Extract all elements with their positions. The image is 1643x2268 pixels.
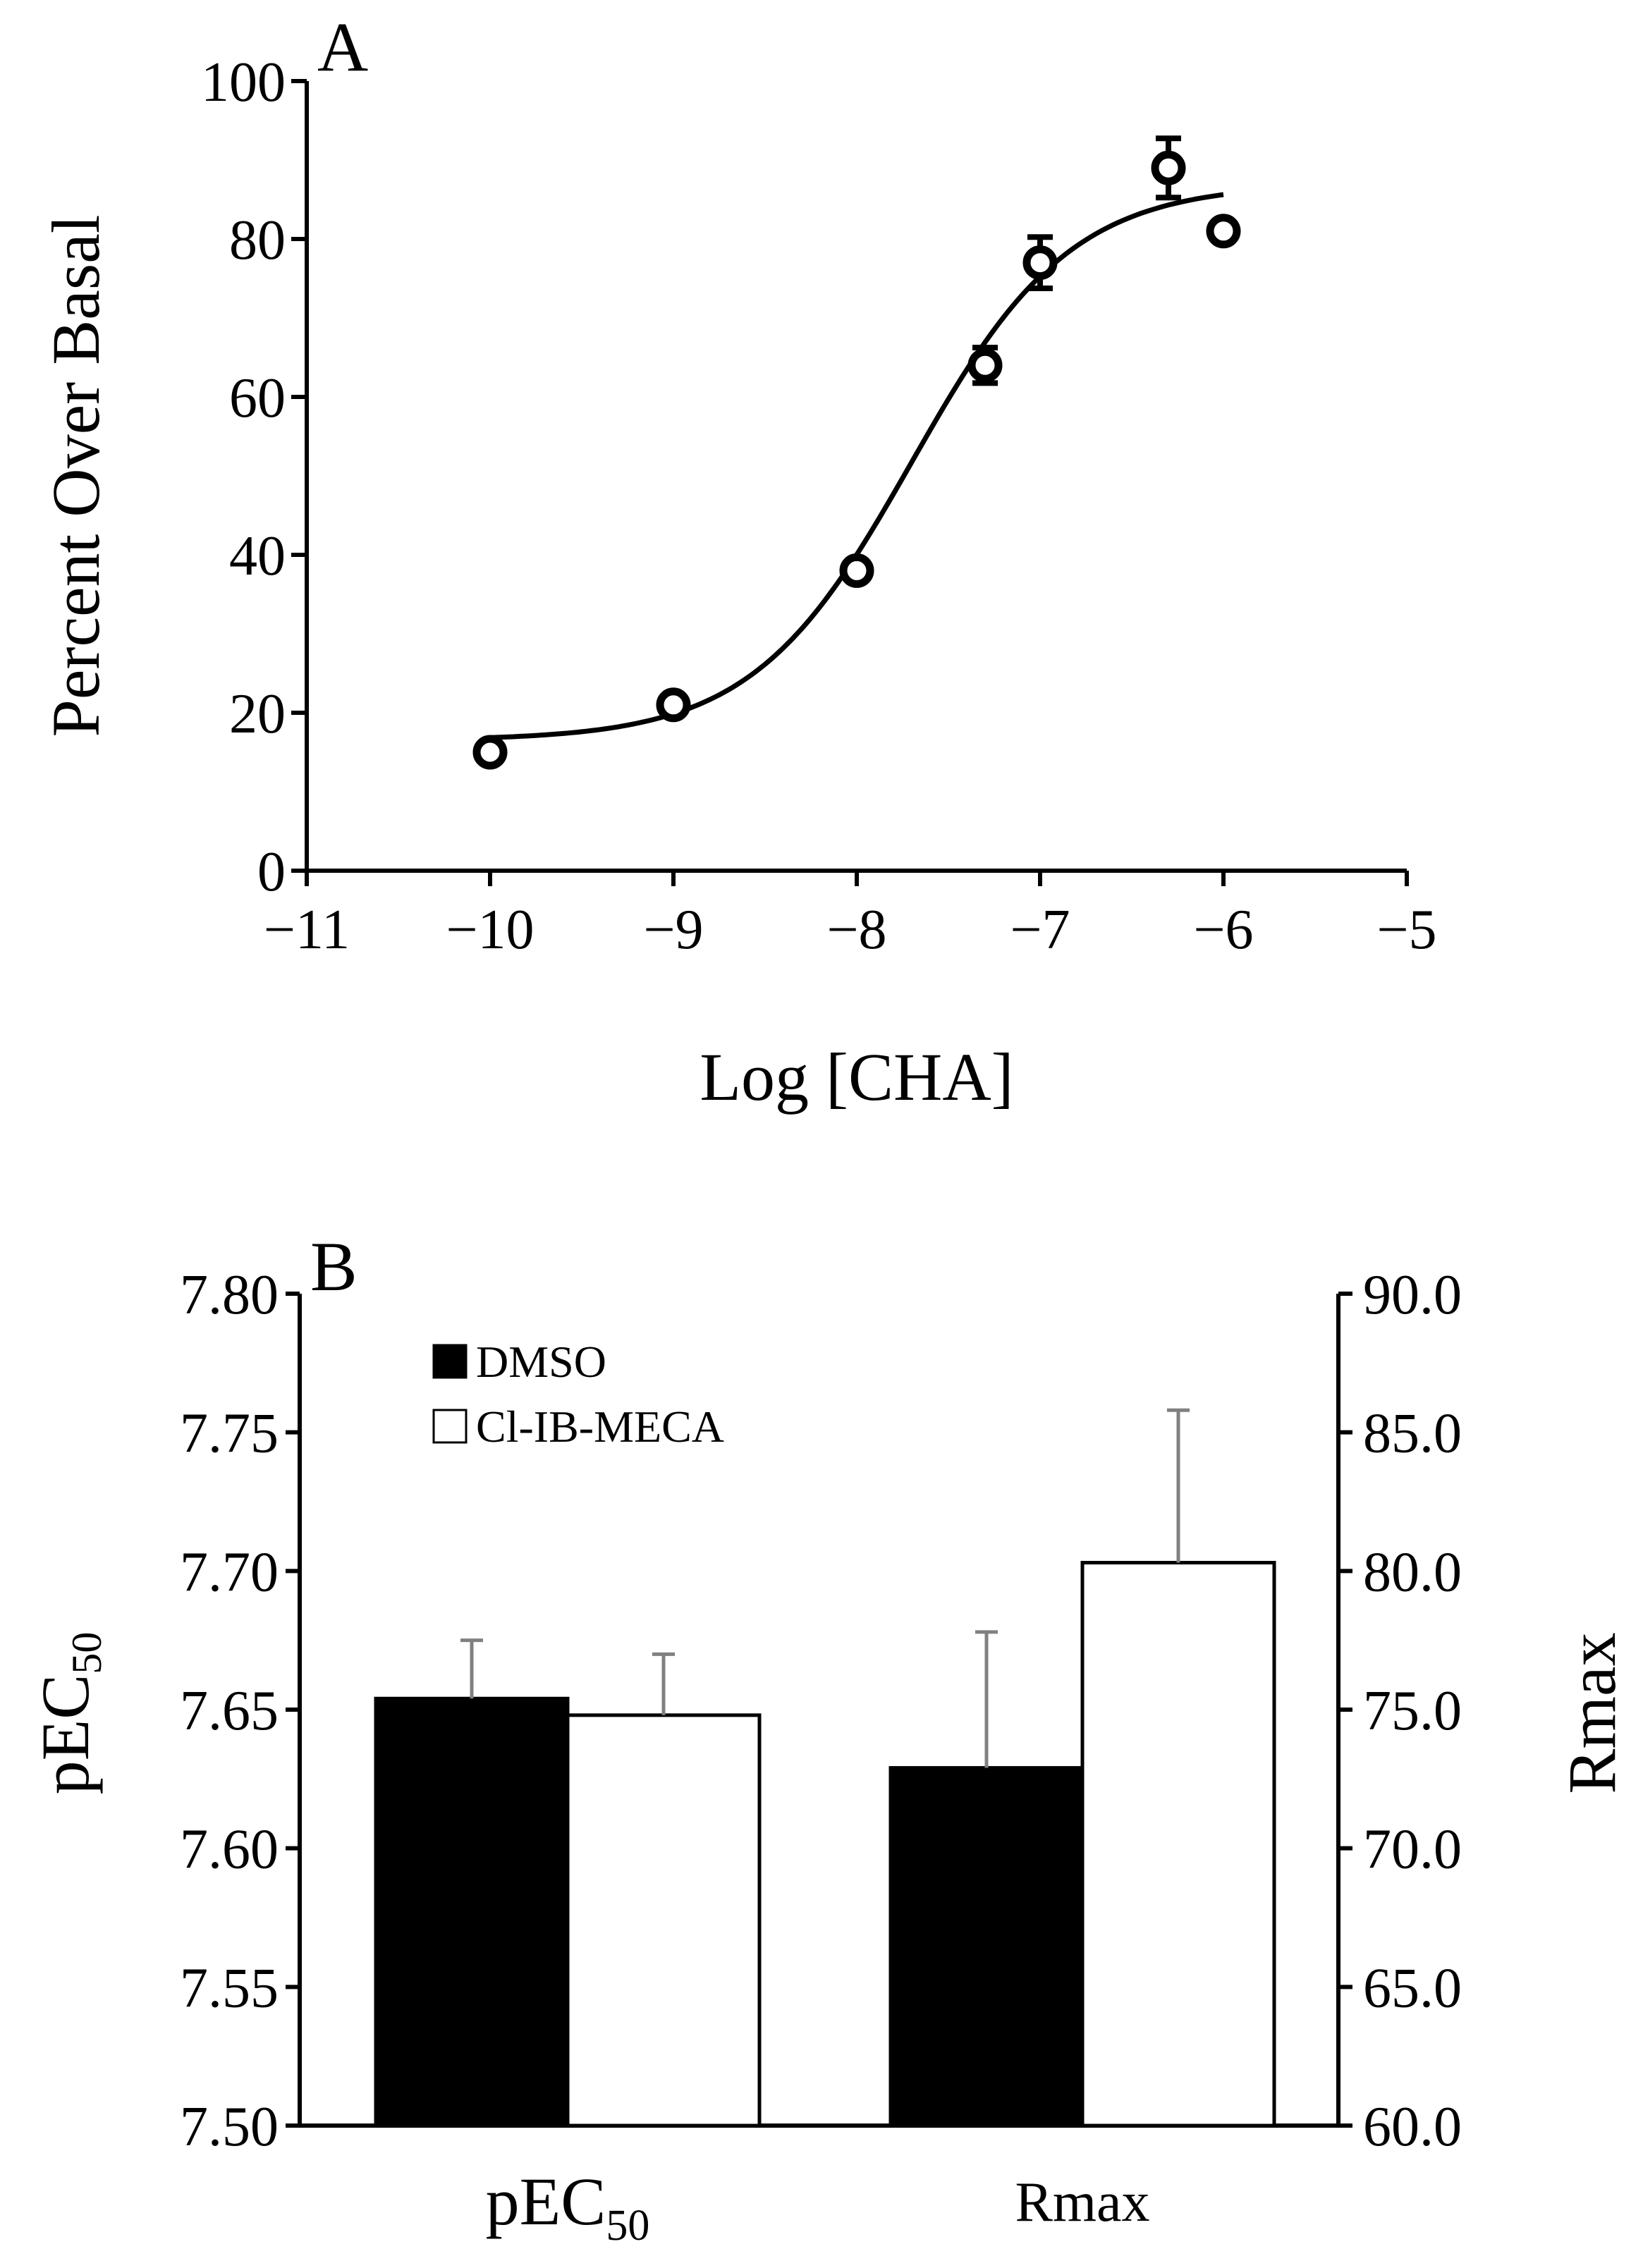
panel-a-y-ticks: 0 20 40 60 80 100	[201, 51, 307, 903]
panel-a-x-tick-label: −7	[1010, 899, 1070, 961]
panel-b-left-axis-title: pEC50	[28, 1632, 110, 1795]
panel-a-y-tick-label: 80	[229, 209, 286, 271]
panel-a-x-tick-label: −6	[1193, 899, 1253, 961]
panel-b-right-ticks: 60.0 65.0 70.0 75.0 80.0 85.0 90.0	[1338, 1264, 1462, 2158]
bar-cl-ib-meca-rmax	[1080, 1561, 1276, 2128]
panel-b-right-tick-label: 70.0	[1363, 1819, 1462, 1881]
panel-b-right-axis-title: Rmax	[1554, 1632, 1630, 1794]
legend-label-dmso: DMSO	[476, 1337, 606, 1387]
panel-b-right-tick-label: 75.0	[1363, 1680, 1462, 1742]
panel-b-left-tick-label: 7.65	[180, 1680, 279, 1742]
panel-a-data-point	[1022, 245, 1058, 281]
panel-a-data-point	[472, 735, 508, 770]
bar-dmso-rmax	[888, 1766, 1085, 2128]
panel-b-left-tick-label: 7.80	[180, 1264, 279, 1326]
category-label-pec50: pEC50	[486, 2164, 650, 2250]
panel-b-right-tick-label: 80.0	[1363, 1541, 1462, 1603]
panel-a-x-tick-label: −10	[446, 899, 534, 961]
panel-a-x-tick-label: −9	[643, 899, 703, 961]
panel-b-left-tick-label: 7.55	[180, 1957, 279, 2019]
panel-a-fit-curve	[489, 192, 1224, 740]
panel-b-legend: DMSO Cl-IB-MECA	[432, 1337, 724, 1452]
panel-a-label: A	[317, 8, 368, 86]
panel-a-y-tick-label: 40	[229, 525, 286, 587]
panel-a-axes	[305, 81, 1407, 873]
panel-b-right-tick-label: 60.0	[1363, 2096, 1462, 2158]
panel-b-left-tick-label: 7.70	[180, 1541, 279, 1603]
panel-b-bars	[374, 1408, 1276, 2128]
bar-dmso-pec50	[374, 1696, 570, 2128]
panel-a-data-point	[1151, 150, 1186, 185]
legend-swatch-dmso	[432, 1344, 468, 1379]
panel-b: B 7.50 7.55 7.60 7.65 7.70 7.75 7.80 60.0 65.0 7…	[28, 1227, 1630, 2250]
panel-a-x-axis-title: Log [CHA]	[700, 1039, 1013, 1115]
panel-b-left-ticks: 7.50 7.55 7.60 7.65 7.70 7.75 7.80	[180, 1264, 300, 2158]
panel-a-y-tick-label: 60	[229, 367, 286, 429]
panel-b-right-tick-label: 85.0	[1363, 1403, 1462, 1465]
panel-a-x-ticks: −11 −10 −9 −8 −7 −6 −5	[264, 871, 1437, 961]
panel-b-label: B	[310, 1227, 358, 1306]
panel-a-data-point	[967, 348, 1003, 383]
panel-b-right-tick-label: 90.0	[1363, 1264, 1462, 1326]
panel-b-left-tick-label: 7.50	[180, 2096, 279, 2158]
panel-a-data-point	[656, 687, 691, 723]
category-label-rmax: Rmax	[1015, 2171, 1149, 2233]
panel-a-y-tick-label: 20	[229, 683, 286, 745]
panel-a-y-axis-title: Percent Over Basal	[38, 214, 114, 737]
panel-a-x-tick-label: −5	[1376, 899, 1436, 961]
panel-a-data-points	[472, 135, 1241, 770]
bar-cl-ib-meca-pec50	[566, 1713, 762, 2128]
panel-a-data-point	[839, 553, 874, 588]
panel-a-y-tick-label: 0	[257, 841, 286, 903]
panel-b-left-tick-label: 7.75	[180, 1403, 279, 1465]
panel-a-x-tick-label: −11	[264, 899, 350, 961]
legend-swatch-cl-ib-meca	[432, 1409, 468, 1444]
panel-a: A 0 20 40 60 80 100 −11 −10 −9 −8 −7 −6 −5 Percent …	[38, 8, 1437, 1115]
panel-a-y-tick-label: 100	[201, 51, 286, 114]
panel-a-data-point	[1206, 214, 1241, 249]
legend-label-cl-ib-meca: Cl-IB-MECA	[476, 1402, 724, 1452]
panel-b-left-tick-label: 7.60	[180, 1819, 279, 1881]
panel-b-right-tick-label: 65.0	[1363, 1957, 1462, 2019]
panel-a-x-tick-label: −8	[826, 899, 886, 961]
